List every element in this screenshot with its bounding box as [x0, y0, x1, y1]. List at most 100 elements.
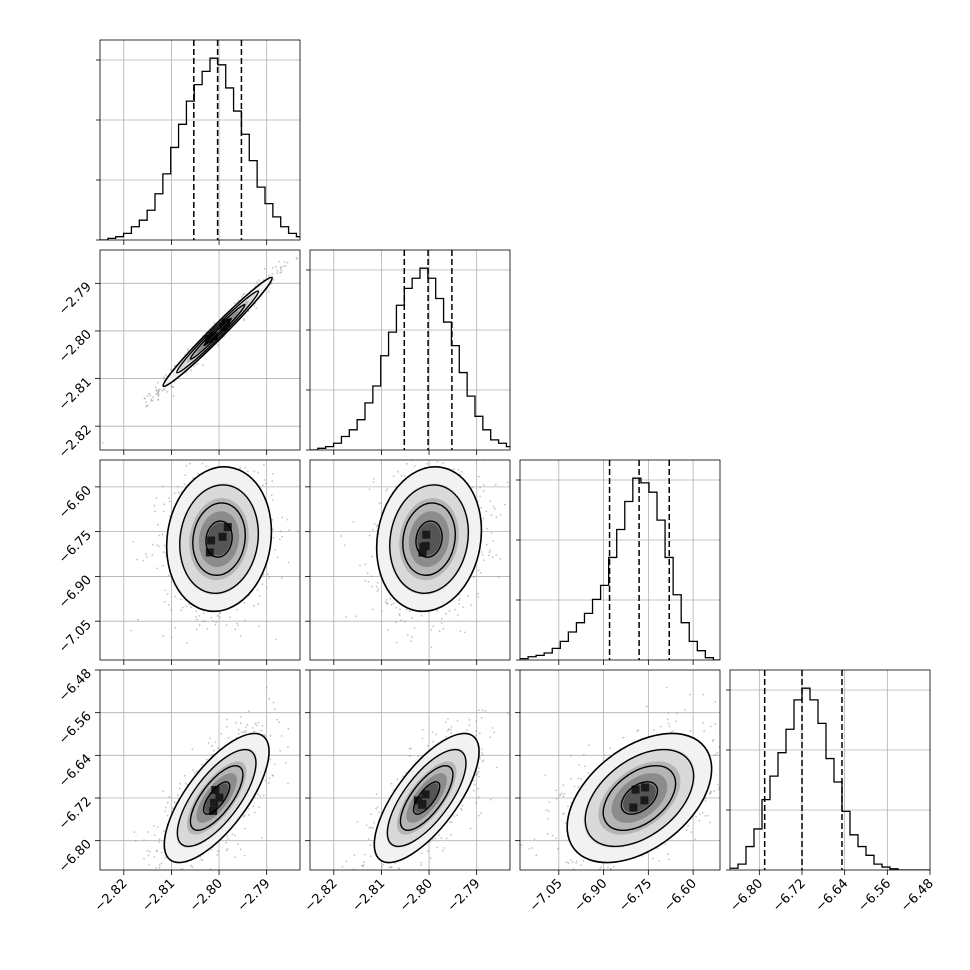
scatter-point — [258, 806, 261, 808]
scatter-point — [386, 488, 389, 490]
contour-line — [205, 520, 233, 558]
scatter-point — [196, 628, 198, 631]
scatter-point — [387, 629, 390, 631]
scatter-point — [714, 723, 717, 726]
scatter-point — [265, 586, 268, 589]
scatter-point — [345, 616, 347, 618]
scatter-point — [721, 730, 723, 732]
scatter-point — [221, 872, 223, 874]
contour-line — [176, 748, 257, 848]
scatter-point — [270, 494, 273, 497]
density-panel-0-2 — [99, 437, 301, 661]
scatter-point — [171, 386, 174, 388]
scatter-point — [261, 837, 263, 839]
density-panel-2-3 — [519, 669, 723, 871]
scatter-point — [473, 783, 476, 786]
scatter-point — [463, 631, 466, 634]
scatter-point — [436, 846, 439, 849]
scatter-point — [268, 697, 271, 700]
scatter-point — [162, 485, 164, 488]
scatter-point — [195, 610, 198, 613]
scatter-point — [237, 733, 240, 735]
scatter-point — [158, 838, 161, 841]
scatter-point — [158, 841, 161, 843]
scatter-point — [278, 260, 280, 263]
scatter-point — [163, 503, 166, 506]
scatter-point — [168, 795, 171, 798]
scatter-point — [364, 579, 367, 582]
contour-line — [189, 765, 244, 831]
scatter-point — [181, 891, 183, 893]
scatter-point — [442, 462, 445, 464]
scatter-point — [275, 638, 277, 641]
scatter-point — [371, 608, 374, 611]
scatter-point — [260, 729, 263, 732]
scatter-point — [187, 348, 190, 351]
scatter-point — [279, 530, 282, 533]
scatter-point — [235, 437, 237, 439]
scatter-point — [370, 826, 372, 829]
scatter-point — [446, 729, 449, 732]
scatter-point — [201, 859, 204, 861]
scatter-point — [357, 870, 359, 872]
scatter-point — [201, 620, 204, 623]
scatter-point — [492, 540, 495, 542]
scatter-point — [527, 440, 529, 442]
scatter-point — [413, 465, 416, 467]
scatter-point — [235, 721, 238, 724]
scatter-point — [448, 610, 451, 612]
scatter-point — [296, 530, 299, 533]
scatter-point — [158, 534, 161, 537]
scatter-point — [372, 873, 374, 875]
scatter-point — [709, 821, 711, 824]
scatter-point — [276, 272, 279, 274]
scatter-point — [410, 640, 412, 643]
scatter-point — [444, 721, 447, 724]
contour-line — [402, 502, 456, 576]
scatter-point — [368, 488, 371, 491]
scatter-point — [133, 831, 136, 834]
scatter-point — [156, 850, 158, 853]
scatter-point — [254, 722, 257, 725]
scatter-point — [264, 734, 267, 737]
scatter-point — [144, 397, 147, 400]
scatter-point — [239, 722, 242, 725]
scatter-point — [369, 844, 372, 847]
scatter-point — [162, 387, 165, 390]
scatter-point — [376, 590, 379, 592]
scatter-point — [440, 622, 443, 625]
scatter-point — [450, 821, 453, 823]
scatter-point — [426, 744, 429, 747]
scatter-point — [240, 715, 242, 718]
scatter-point — [670, 731, 673, 733]
scatter-point — [482, 490, 485, 492]
scatter-point — [185, 464, 188, 467]
scatter-point — [234, 834, 237, 837]
scatter-point — [214, 741, 217, 744]
scatter-point — [243, 317, 245, 320]
contour-line — [176, 290, 260, 374]
scatter-point — [477, 787, 480, 790]
scatter-point — [191, 866, 194, 868]
density-peak — [422, 530, 431, 539]
scatter-point — [417, 755, 420, 758]
scatter-point — [263, 464, 265, 466]
scatter-point — [253, 811, 256, 814]
scatter-point — [185, 605, 188, 608]
scatter-point — [216, 614, 219, 617]
scatter-point — [179, 782, 182, 785]
scatter-point — [220, 733, 223, 735]
scatter-point — [599, 868, 601, 870]
scatter-point — [371, 555, 373, 558]
scatter-point — [276, 269, 279, 272]
scatter-point — [162, 790, 165, 793]
density-peak — [211, 786, 220, 794]
scatter-point — [150, 400, 153, 402]
scatter-point — [265, 686, 268, 689]
scatter-point — [481, 752, 483, 754]
scatter-point — [150, 398, 153, 401]
scatter-point — [272, 536, 275, 539]
scatter-point — [101, 442, 104, 444]
scatter-point — [216, 850, 219, 853]
scatter-point — [267, 782, 270, 784]
